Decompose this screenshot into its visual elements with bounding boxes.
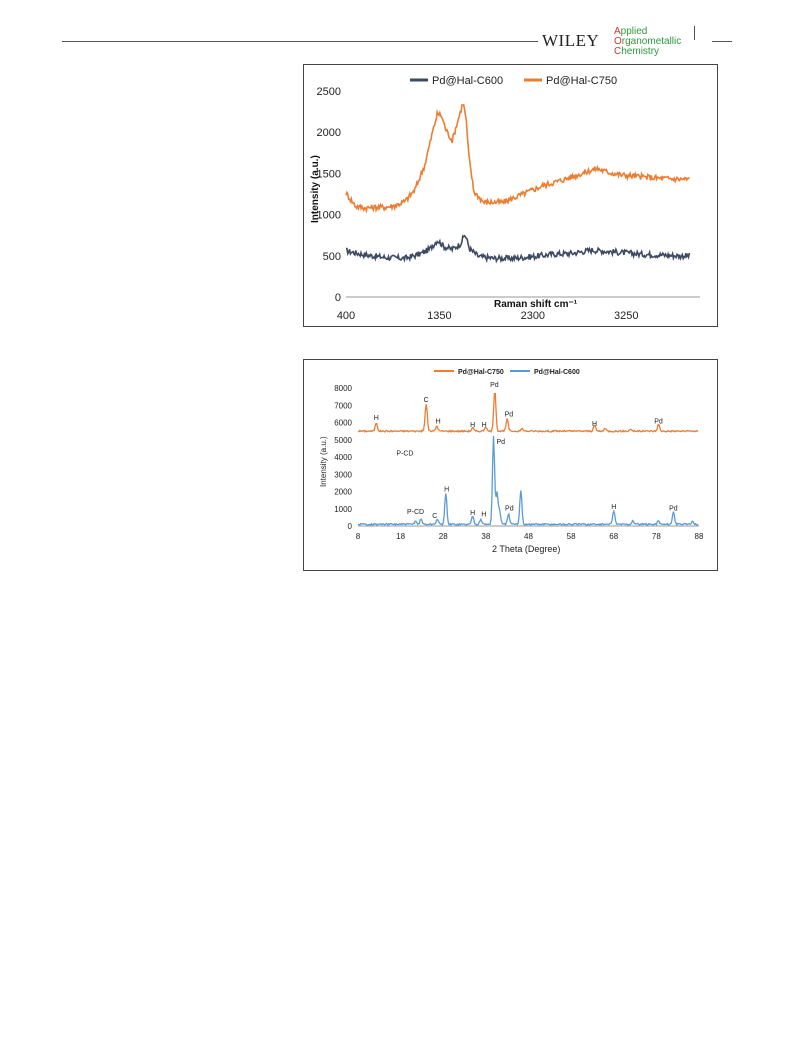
series-line-pd-hal-c750 [357,393,699,434]
series-line-pd-hal-c600 [346,234,691,264]
y-tick-label: 6000 [334,419,352,428]
journal-line-1: Applied [614,26,648,37]
chart-legend: Pd@Hal-C750 Pd@Hal-C600 [434,369,580,376]
peak-label: H [611,504,616,511]
peak-label: H [374,415,379,422]
raman-figure: Pd@Hal-C600 Pd@Hal-C750 0 500 1000 1500 2000… [303,64,718,327]
x-tick-label: 88 [695,532,704,541]
peak-label: Pd [505,505,514,512]
peak-label: P-CD [407,509,424,516]
y-axis-label: Intensity (a.u.) [319,436,328,487]
legend-label-c750: Pd@Hal-C750 [458,369,504,376]
peak-label: H [470,510,475,517]
x-tick-label: 3250 [614,310,638,322]
y-tick-label: 4000 [334,453,352,462]
peak-label: H [436,418,441,425]
peak-label: H [481,512,486,519]
y-tick-label: 2500 [317,86,341,98]
peak-label: Pd [669,505,678,512]
x-tick-label: 38 [481,532,490,541]
x-tick-label: 48 [524,532,533,541]
peak-label: Pd [505,411,514,418]
x-tick-label: 1350 [427,310,451,322]
publisher-logo: WILEY [542,31,600,50]
legend-label-c750: Pd@Hal-C750 [546,75,617,87]
x-tick-label: 8 [356,532,361,541]
x-axis-label: 2 Theta (Degree) [492,544,560,554]
page-number-tick [694,26,695,40]
journal-line-3: Chemistry [614,46,660,57]
y-tick-label: 8000 [334,384,352,393]
x-tick-label: 400 [337,310,355,322]
x-tick-label: 58 [567,532,576,541]
x-tick-label: 18 [396,532,405,541]
peak-label: Pd [490,382,499,389]
peak-label: P-CD [396,450,413,457]
y-tick-label: 0 [335,292,341,304]
journal-logo: Applied Organometallic Chemistry [614,27,681,57]
y-tick-label: 1000 [317,210,341,222]
x-axis-ticks: 400 1350 2300 3250 [337,310,639,322]
y-tick-label: 2000 [317,127,341,139]
x-tick-label: 2300 [521,310,545,322]
chart-legend: Pd@Hal-C600 Pd@Hal-C750 [410,75,617,87]
peak-label: H [592,421,597,428]
y-tick-label: 0 [348,522,353,531]
peak-label: Pd [654,418,663,425]
raman-chart: Pd@Hal-C600 Pd@Hal-C750 0 500 1000 1500 2000… [310,75,700,322]
journal-line-2: Organometallic [614,36,682,47]
x-tick-label: 28 [439,532,448,541]
header-rule-right [712,41,732,42]
y-tick-label: 1500 [317,168,341,180]
y-axis-label: Intensity (a.u.) [310,155,321,223]
peak-label: Pd [497,439,506,446]
x-tick-label: 68 [609,532,618,541]
peak-label: H [444,487,449,494]
series-line-pd-hal-c750 [345,103,691,214]
y-axis-ticks: 0 500 1000 1500 2000 2500 [317,86,341,304]
header-rule [62,41,538,42]
y-tick-label: 2000 [334,488,352,497]
series-line-pd-hal-c600 [357,435,699,527]
peak-label: C [424,397,429,404]
y-tick-label: 1000 [334,505,352,514]
peak-label: H [470,422,475,429]
xrd-figure: Pd@Hal-C750 Pd@Hal-C600 0 1000 2000 3000 400… [303,359,718,571]
x-tick-label: 78 [652,532,661,541]
y-tick-label: 3000 [334,470,352,479]
y-axis-ticks: 0 1000 2000 3000 4000 5000 6000 7000 8000 [334,384,352,531]
y-tick-label: 7000 [334,401,352,410]
y-tick-label: 5000 [334,436,352,445]
peak-label: H [482,422,487,429]
xrd-chart: Pd@Hal-C750 Pd@Hal-C600 0 1000 2000 3000 400… [319,369,704,554]
legend-label-c600: Pd@Hal-C600 [534,369,580,376]
x-axis-ticks: 8 18 28 38 48 58 68 78 88 [356,532,704,541]
legend-label-c600: Pd@Hal-C600 [432,75,503,87]
peak-label: C [432,513,437,520]
x-axis-label: Raman shift cm⁻¹ [494,299,578,310]
y-tick-label: 500 [323,251,341,263]
